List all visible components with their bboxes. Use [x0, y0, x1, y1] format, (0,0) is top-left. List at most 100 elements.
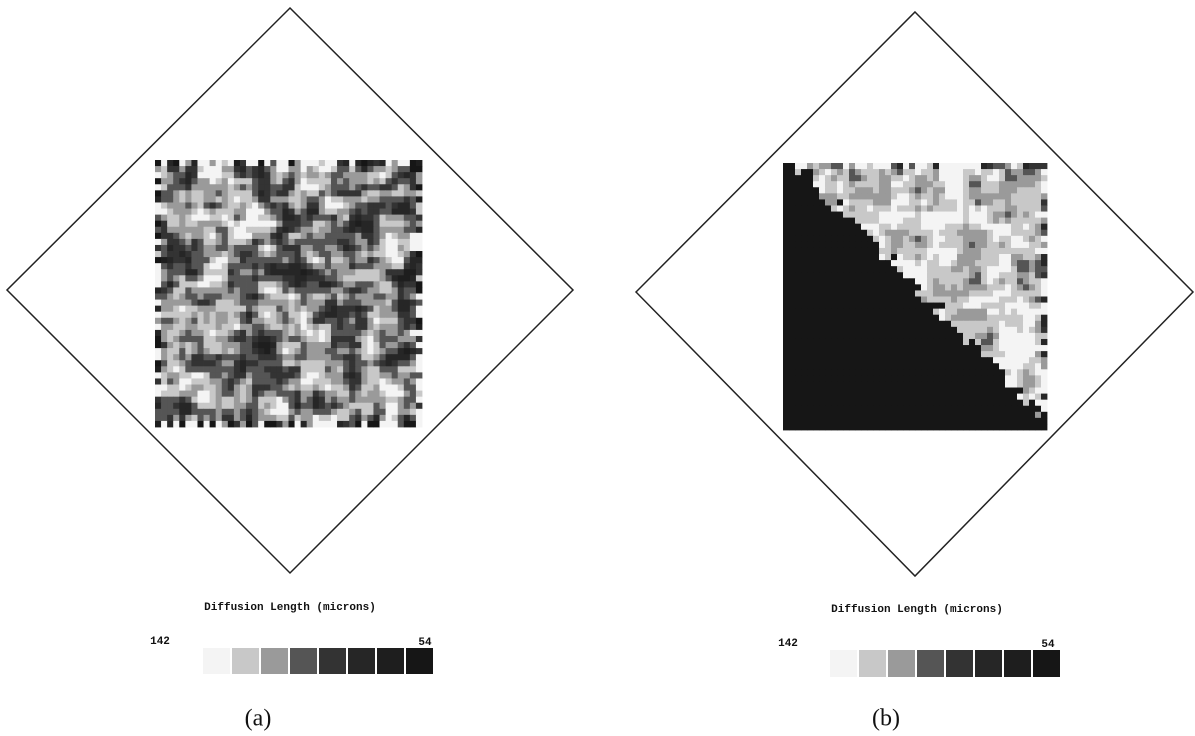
map-cell: [795, 412, 801, 418]
map-cell: [885, 406, 891, 412]
map-cell: [795, 400, 801, 406]
map-cell: [837, 175, 843, 181]
map-cell: [1023, 205, 1029, 211]
map-cell: [270, 342, 276, 348]
map-cell: [197, 312, 203, 318]
map-cell: [939, 242, 945, 248]
map-cell: [993, 284, 999, 290]
map-cell: [783, 205, 789, 211]
map-cell: [167, 184, 173, 190]
map-cell: [975, 290, 981, 296]
map-cell: [386, 166, 392, 172]
map-cell: [975, 199, 981, 205]
map-cell: [252, 287, 258, 293]
map-cell: [987, 205, 993, 211]
map-cell: [167, 160, 173, 166]
map-cell: [969, 412, 975, 418]
map-cell: [173, 221, 179, 227]
map-cell: [801, 321, 807, 327]
map-cell: [831, 315, 837, 321]
map-cell: [337, 330, 343, 336]
map-cell: [861, 193, 867, 199]
map-cell: [301, 196, 307, 202]
map-cell: [825, 199, 831, 205]
map-cell: [915, 418, 921, 424]
map-cell: [987, 388, 993, 394]
map-cell: [185, 221, 191, 227]
map-cell: [879, 193, 885, 199]
map-cell: [1029, 339, 1035, 345]
map-cell: [885, 181, 891, 187]
map-cell: [909, 163, 915, 169]
map-cell: [867, 290, 873, 296]
map-cell: [849, 193, 855, 199]
map-cell: [349, 342, 355, 348]
map-cell: [197, 227, 203, 233]
map-cell: [801, 236, 807, 242]
map-cell: [1011, 351, 1017, 357]
map-cell: [855, 406, 861, 412]
map-cell: [1017, 303, 1023, 309]
map-cell: [410, 300, 416, 306]
map-cell: [295, 403, 301, 409]
map-cell: [1005, 218, 1011, 224]
map-cell: [795, 284, 801, 290]
map-cell: [191, 263, 197, 269]
map-cell: [843, 163, 849, 169]
map-cell: [204, 372, 210, 378]
map-cell: [1017, 400, 1023, 406]
map-cell: [1041, 394, 1047, 400]
map-cell: [897, 272, 903, 278]
map-cell: [945, 181, 951, 187]
map-cell: [789, 339, 795, 345]
map-cell: [416, 415, 422, 421]
map-cell: [1041, 193, 1047, 199]
map-cell: [161, 275, 167, 281]
map-cell: [167, 312, 173, 318]
map-cell: [252, 336, 258, 342]
map-cell: [891, 187, 897, 193]
map-cell: [963, 309, 969, 315]
map-cell: [410, 421, 416, 427]
map-cell: [837, 260, 843, 266]
map-cell: [939, 303, 945, 309]
map-cell: [234, 202, 240, 208]
map-cell: [1005, 224, 1011, 230]
map-cell: [789, 242, 795, 248]
map-cell: [837, 266, 843, 272]
map-cell: [801, 242, 807, 248]
map-cell: [264, 184, 270, 190]
map-cell: [295, 330, 301, 336]
map-cell: [825, 163, 831, 169]
map-cell: [337, 233, 343, 239]
map-cell: [915, 254, 921, 260]
map-cell: [246, 275, 252, 281]
map-cell: [179, 409, 185, 415]
map-cell: [331, 330, 337, 336]
map-cell: [252, 324, 258, 330]
map-cell: [975, 406, 981, 412]
map-cell: [282, 312, 288, 318]
map-cell: [903, 345, 909, 351]
map-cell: [216, 348, 222, 354]
map-cell: [301, 287, 307, 293]
map-cell: [349, 360, 355, 366]
map-cell: [301, 378, 307, 384]
map-cell: [282, 372, 288, 378]
map-cell: [343, 281, 349, 287]
map-cell: [1005, 303, 1011, 309]
map-cell: [197, 385, 203, 391]
map-cell: [282, 287, 288, 293]
map-cell: [1005, 199, 1011, 205]
map-cell: [191, 336, 197, 342]
map-cell: [939, 278, 945, 284]
map-cell: [355, 354, 361, 360]
map-cell: [1017, 406, 1023, 412]
map-cell: [993, 175, 999, 181]
map-cell: [276, 227, 282, 233]
map-cell: [343, 378, 349, 384]
map-cell: [270, 233, 276, 239]
map-cell: [210, 366, 216, 372]
map-cell: [258, 190, 264, 196]
map-cell: [819, 169, 825, 175]
